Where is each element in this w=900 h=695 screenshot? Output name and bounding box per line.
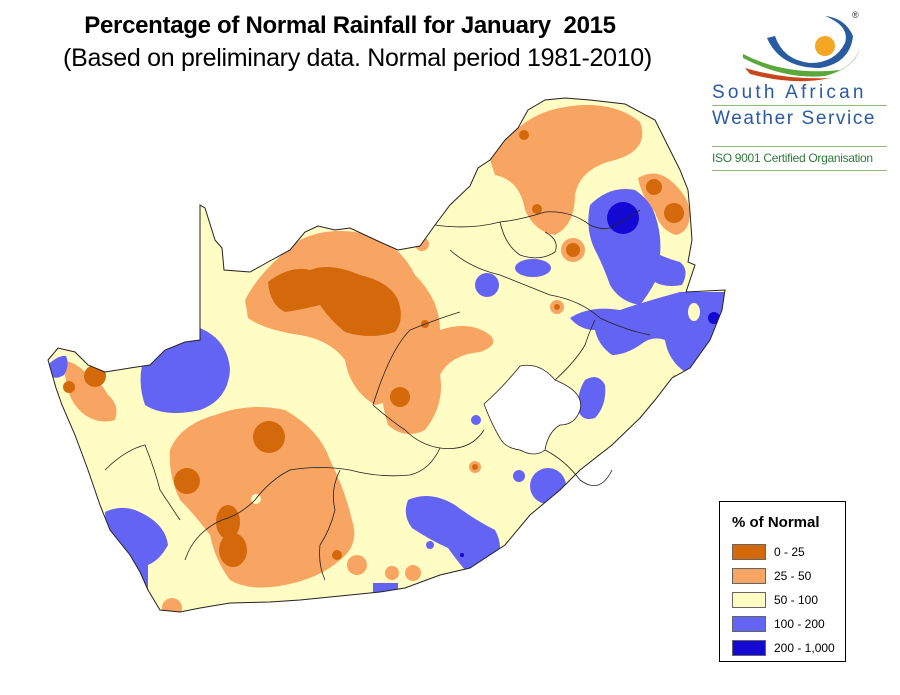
legend-item: 200 - 1,000 xyxy=(732,640,847,658)
map-subtitle: (Based on preliminary data. Normal perio… xyxy=(63,44,652,72)
zone-100-200 xyxy=(513,470,525,482)
legend-label: 0 - 25 xyxy=(774,545,805,559)
zone-200-1000 xyxy=(460,553,464,557)
zone-0-25 xyxy=(219,533,247,567)
legend-title: % of Normal xyxy=(732,514,820,531)
map-title: Percentage of Normal Rainfall for Januar… xyxy=(84,12,616,39)
zone-0-25 xyxy=(253,421,285,453)
zone-0-25 xyxy=(63,381,75,393)
zone-0-25 xyxy=(390,387,410,407)
logo-name-line1: South African xyxy=(712,82,867,103)
zone-25-50 xyxy=(405,565,421,581)
logo-sun xyxy=(815,36,835,56)
zone-0-25 xyxy=(566,243,580,257)
zone-0-25 xyxy=(216,505,240,539)
zone-25-50 xyxy=(169,406,355,588)
zone-50-100 xyxy=(688,303,700,321)
legend-item: 0 - 25 xyxy=(732,544,847,562)
zone-0-25 xyxy=(554,304,560,310)
zone-25-50 xyxy=(162,598,182,612)
logo-divider xyxy=(712,105,887,106)
logo-swoosh-green xyxy=(743,48,860,77)
zone-100-200 xyxy=(426,541,434,549)
zone-25-50 xyxy=(594,452,618,476)
logo-swoosh-red xyxy=(745,68,830,82)
legend-label: 50 - 100 xyxy=(774,593,819,607)
zone-100-200 xyxy=(515,259,551,277)
zone-25-50 xyxy=(385,566,399,580)
zone-0-25 xyxy=(664,203,684,223)
zone-100-200 xyxy=(577,376,606,419)
zone-0-25 xyxy=(332,550,342,560)
legend-swatch xyxy=(732,592,766,608)
zone-100-200 xyxy=(475,273,499,297)
logo-certification: ISO 9001 Certified Organisation xyxy=(712,151,873,165)
legend-swatch xyxy=(732,568,766,584)
zone-0-25 xyxy=(472,464,478,470)
lesotho xyxy=(483,364,582,455)
zone-25-50 xyxy=(347,555,367,575)
logo-swoosh-blue xyxy=(767,16,853,68)
legend-swatch xyxy=(732,544,766,560)
logo-divider xyxy=(712,146,887,147)
zone-100-200 xyxy=(570,292,725,372)
legend-item: 50 - 100 xyxy=(732,592,847,610)
zone-25-50 xyxy=(62,360,117,422)
zone-100-200 xyxy=(373,583,398,593)
logo-name-line2: Weather Service xyxy=(712,108,877,129)
zone-0-25 xyxy=(174,468,200,494)
zone-100-200 xyxy=(530,468,566,504)
zone-0-25 xyxy=(519,130,529,140)
zone-0-25 xyxy=(268,266,401,336)
map-legend: % of Normal 0 - 25 25 - 50 50 - 100 100 … xyxy=(719,501,846,662)
legend-item: 100 - 200 xyxy=(732,616,847,634)
zone-25-50 xyxy=(511,541,519,549)
province-borders xyxy=(104,209,651,581)
legend-swatch xyxy=(732,616,766,632)
legend-label: 100 - 200 xyxy=(774,617,825,631)
legend-swatch xyxy=(732,640,766,656)
logo-divider xyxy=(712,170,887,171)
zone-200-1000 xyxy=(708,312,720,324)
zone-100-200 xyxy=(48,355,68,378)
legend-label: 25 - 50 xyxy=(774,569,812,583)
zone-100-200 xyxy=(140,327,230,414)
zone-0-25 xyxy=(532,204,542,214)
zone-100-200 xyxy=(405,496,500,572)
zone-0-25 xyxy=(646,179,662,195)
legend-label: 200 - 1,000 xyxy=(774,641,835,655)
saws-logo xyxy=(743,16,860,82)
zone-200-1000 xyxy=(607,202,639,234)
zone-100-200 xyxy=(105,507,168,598)
legend-item: 25 - 50 xyxy=(732,568,847,586)
zone-25-50 xyxy=(382,326,494,434)
registered-mark: ® xyxy=(852,10,859,20)
zone-100-200 xyxy=(471,415,481,425)
